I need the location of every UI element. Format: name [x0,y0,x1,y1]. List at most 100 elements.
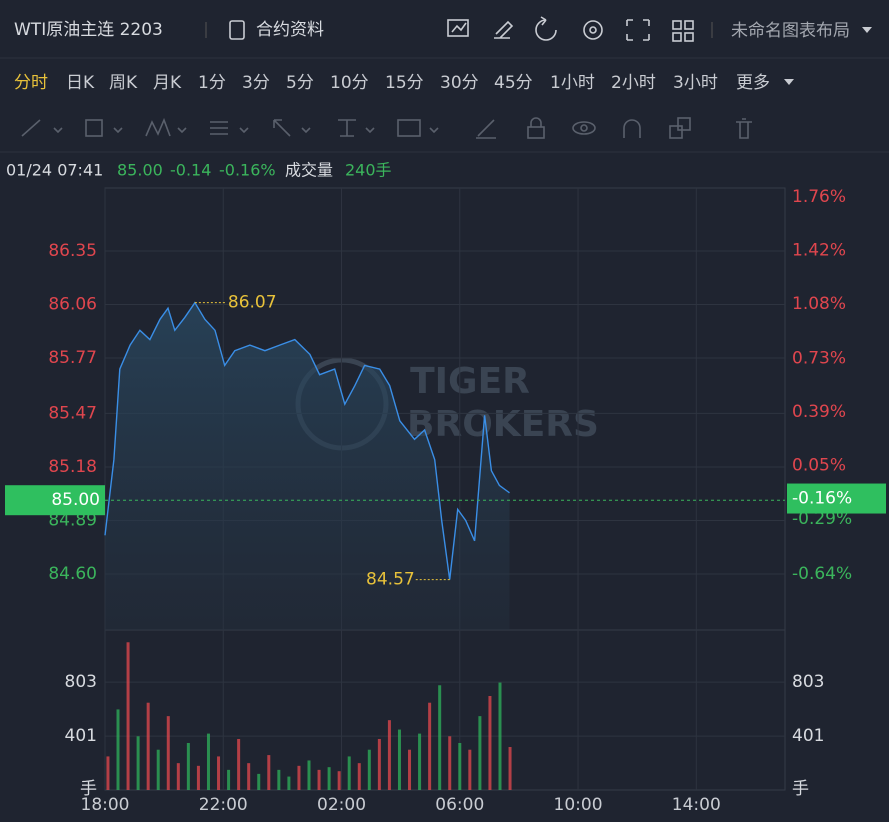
volume-bar [106,756,110,790]
dropdown-arrow[interactable] [784,79,794,85]
y2-tick-label: 1.08% [792,294,846,314]
volume-bar [217,756,221,790]
y-tick-label: 86.06 [48,295,97,315]
drawing-tools [21,117,752,139]
volume-bar [418,733,422,790]
quote-volume: 240手 [345,161,392,180]
quote-change: -0.14 [170,161,211,180]
volume-bar [478,716,482,790]
y2-tick-label: -0.64% [792,564,852,584]
doc-icon[interactable] [229,20,245,40]
timeframe-tab[interactable]: 2小时 [611,73,656,93]
extreme-label: 84.57 [366,570,415,590]
volume-tick-label-right: 401 [792,726,824,746]
quote-volume-label: 成交量 [285,161,333,180]
price-line [104,301,510,580]
volume-bar [357,763,361,790]
y2-tick-label: 0.05% [792,456,846,476]
volume-bar [367,749,371,790]
volume-bar [347,756,351,790]
volume-bar [408,749,412,790]
y2-tick-label: 1.42% [792,240,846,260]
timeframe-tab[interactable]: 3分 [242,73,270,93]
y-tick-label: 85.77 [48,348,97,368]
quote-line: 01/24 07:41 85.00 -0.14 -0.16% 成交量 240手 [6,161,392,180]
volume-bar [176,763,180,790]
timeframe-tab[interactable]: 分时 [14,73,48,93]
last-price-label: 85.00 [51,490,100,510]
timeframe-tab[interactable]: 30分 [440,73,479,93]
volume-bar [508,747,512,790]
volume-bar [196,765,200,790]
volume-bar [387,720,391,790]
volume-bar [337,771,341,790]
contract-info[interactable]: 合约资料 [256,20,324,40]
volume-bar [287,776,291,790]
volume-tick-label-right: 手 [792,779,809,799]
volume-bar [136,736,140,790]
volume-tick-label: 803 [65,672,97,692]
volume-bar [428,702,432,790]
x-tick-label: 14:00 [672,795,721,815]
volume-bar [206,733,210,790]
timeframe-tab[interactable]: 10分 [330,73,369,93]
volume-bar [458,742,462,790]
extreme-label: 86.07 [228,293,277,313]
quote-time: 01/24 07:41 [6,161,103,180]
y2-tick-label: -0.29% [792,509,852,529]
volume-bar [488,695,492,790]
y-tick-label: 84.60 [48,564,97,584]
x-tick-label: 02:00 [317,795,366,815]
timeframe-tab[interactable]: 5分 [286,73,314,93]
volume-bar [397,729,401,790]
symbol-title[interactable]: WTI原油主连 2203 [14,20,163,40]
price-area [105,302,510,630]
timeframe-tab[interactable]: 更多 [736,73,770,93]
y2-tick-label: 1.76% [792,187,846,207]
volume-bar [327,767,331,790]
volume-bar [277,769,281,790]
volume-bar [166,716,170,790]
volume-bar [156,749,160,790]
volume-bar [146,702,150,790]
quote-change-pct: -0.16% [219,161,276,180]
timeframe-tab[interactable]: 1小时 [550,73,595,93]
y2-tick-label: 0.73% [792,349,846,369]
volume-bar [468,749,472,790]
y-tick-label: 86.35 [48,241,97,261]
volume-tick-label: 401 [65,726,97,746]
y-tick-label: 85.18 [48,457,97,477]
volume-tick-label: 手 [80,779,97,799]
volume-bar [377,738,381,790]
volume-bar [438,685,442,790]
volume-bar [237,738,241,790]
timeframe-tab[interactable]: 月K [153,73,182,93]
dropdown-arrow[interactable] [862,27,872,33]
y-tick-label: 85.47 [48,403,97,423]
volume-bar [247,763,251,790]
timeframe-tab[interactable]: 周K [109,73,138,93]
timeframe-tab[interactable]: 3小时 [673,73,718,93]
timeframe-tab[interactable]: 15分 [385,73,424,93]
last-pct-label: -0.16% [792,489,852,509]
timeframe-tab[interactable]: 日K [66,73,95,93]
layout-name[interactable]: 未命名图表布局 [731,21,850,41]
y2-tick-label: 0.39% [792,402,846,422]
y-tick-label: 84.89 [48,511,97,531]
last-price-box [5,485,105,516]
x-tick-label: 22:00 [199,795,248,815]
volume-bar [448,736,452,790]
volume-bar [267,755,271,790]
last-pct-box [787,483,886,514]
timeframe-tab[interactable]: 1分 [198,73,226,93]
x-tick-label: 18:00 [81,795,130,815]
x-tick-label: 06:00 [435,795,484,815]
volume-bar [116,709,120,790]
volume-tick-label-right: 803 [792,672,824,692]
volume-bar [186,742,190,790]
toolbar-icons[interactable] [447,16,694,42]
timeframe-tab[interactable]: 45分 [494,73,533,93]
